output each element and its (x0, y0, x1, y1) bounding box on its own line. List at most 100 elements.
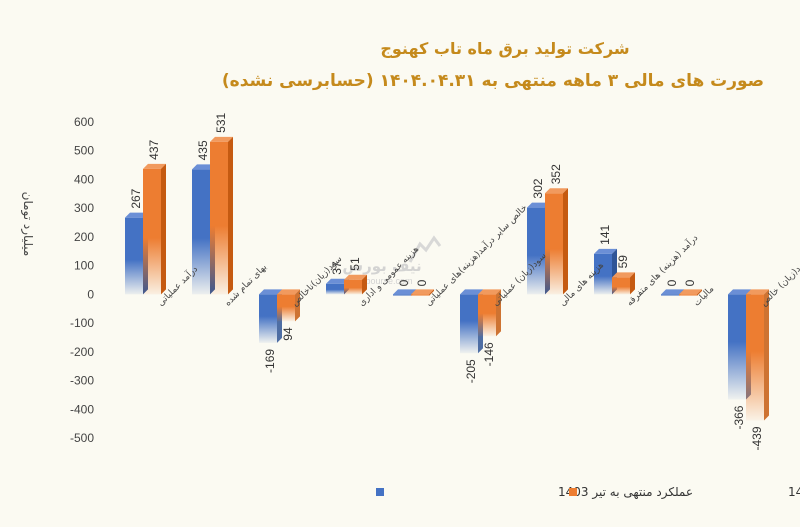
bar-top-face (259, 289, 282, 295)
bar-side-face (228, 136, 233, 295)
bar-top-face (411, 289, 434, 295)
bar-1404 (746, 294, 764, 421)
data-label: 267 (129, 188, 143, 208)
bar-top-face (661, 289, 684, 295)
data-label: -439 (750, 426, 764, 450)
bar-1403 (460, 294, 478, 354)
y-tick-label: -200 (70, 345, 94, 359)
y-tick-label: 600 (74, 115, 94, 129)
data-label: 59 (616, 255, 630, 269)
y-tick-label: 200 (74, 230, 94, 244)
bar-side-face (161, 163, 166, 295)
data-label: 51 (348, 257, 362, 271)
chart-subtitle: صورت های مالی ۳ ماهه منتهی به ۱۴۰۴.۰۴.۳۱… (222, 71, 764, 91)
data-label: 437 (147, 139, 161, 159)
data-label: 0 (683, 279, 697, 286)
data-label: 37 (330, 261, 344, 275)
bar-side-face (362, 274, 367, 295)
bar-top-face (277, 289, 300, 295)
bar-top-face (527, 202, 550, 208)
data-label: 352 (549, 164, 563, 184)
legend-label-1404: عملکرد منتهی به تیر 1404 (788, 485, 800, 500)
bar-top-face (393, 289, 416, 295)
watermark-url: nafzebourse.com (343, 276, 412, 286)
bar-top-face (478, 289, 501, 295)
legend-swatch-1403 (376, 488, 384, 496)
bar-1403 (594, 253, 612, 295)
y-tick-label: 500 (74, 144, 94, 158)
bar-top-face (612, 272, 635, 278)
bar-top-face (344, 274, 367, 280)
bar-1404 (143, 168, 161, 295)
bar-1404 (612, 277, 630, 295)
bar-1403 (527, 207, 545, 295)
y-tick-label: -500 (70, 431, 94, 445)
bar-top-face (125, 212, 148, 218)
legend: عملکرد منتهی به تیر 1403 عملکرد منتهی به… (376, 485, 800, 500)
bar-top-face (746, 289, 769, 295)
bar-1403 (728, 294, 746, 400)
bar-top-face (594, 248, 617, 254)
bar-1404 (210, 141, 228, 295)
bar-top-face (460, 289, 483, 295)
watermark-brand: نیف بورس (342, 257, 421, 275)
bar-top-face (192, 164, 215, 170)
y-tick-label: -300 (70, 374, 94, 388)
bar-side-face (764, 289, 769, 421)
category-label: درآمد (هزینه) های متفرقه (624, 232, 701, 309)
bar-side-face (563, 188, 568, 295)
bar-1404 (277, 294, 295, 322)
data-label: 141 (598, 225, 612, 245)
bar-top-face (728, 289, 751, 295)
bar-1404 (411, 294, 429, 296)
y-axis-ticks: 600 500 400 300 200 100 0 -100 -200 -300 -400 -500 (70, 115, 94, 445)
bar-side-face (295, 289, 300, 322)
data-label: -146 (482, 342, 496, 366)
bars (125, 136, 769, 421)
bar-side-face (429, 289, 434, 296)
bar-top-face (210, 136, 233, 142)
data-label: 302 (531, 178, 545, 198)
bar-1404 (478, 294, 496, 337)
y-tick-label: 300 (74, 201, 94, 215)
chart-title: شرکت تولید برق ماه تاب کهنوج (380, 39, 629, 58)
bar-1403 (125, 217, 143, 295)
bar-top-face (545, 188, 568, 194)
bar-1403 (661, 294, 679, 296)
y-tick-label: 100 (74, 259, 94, 273)
bar-1403 (192, 169, 210, 295)
y-tick-label: 0 (87, 287, 94, 301)
y-axis-label: میلیارد تومان (20, 192, 35, 257)
category-label: سود(زیان) خالص (759, 256, 800, 309)
data-label: 0 (397, 279, 411, 286)
legend-label-1403: عملکرد منتهی به تیر 1403 (558, 485, 693, 500)
watermark: نیف بورس nafzebourse.com (342, 235, 442, 286)
y-tick-label: -400 (70, 402, 94, 416)
data-label: 94 (281, 327, 295, 341)
y-tick-label: -100 (70, 316, 94, 330)
bar-1403 (259, 294, 277, 343)
bar-1404 (679, 294, 697, 296)
bar-side-face (496, 289, 501, 337)
bar-1403 (393, 294, 411, 296)
data-label: -205 (464, 359, 478, 383)
data-label: -366 (732, 405, 746, 429)
bar-1404 (545, 193, 563, 295)
legend-swatch-1404 (569, 488, 577, 496)
bar-1404 (344, 279, 362, 295)
watermark-bull-icon (408, 235, 442, 263)
data-label: 0 (415, 279, 429, 286)
bar-top-face (326, 278, 349, 284)
bar-1403 (326, 283, 344, 295)
data-label: -169 (263, 349, 277, 373)
y-tick-label: 400 (74, 172, 94, 186)
data-label: 531 (214, 112, 228, 132)
bar-side-face (697, 289, 702, 296)
bar-top-face (679, 289, 702, 295)
category-label: مالیات (692, 284, 716, 308)
data-label: 0 (665, 279, 679, 286)
bar-top-face (143, 163, 166, 169)
